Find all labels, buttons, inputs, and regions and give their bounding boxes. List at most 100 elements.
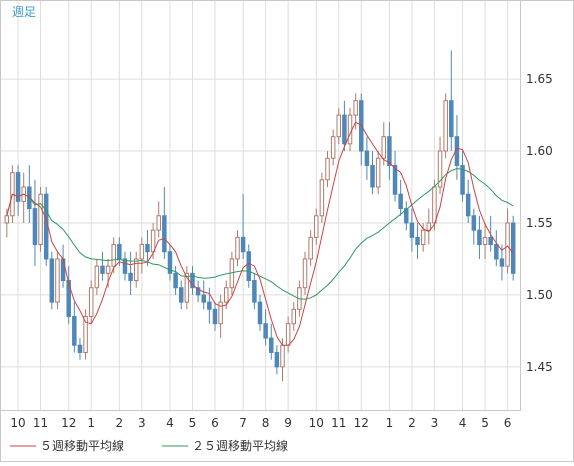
candle-down (471, 208, 477, 245)
candle-body (460, 164, 465, 195)
candle-body (156, 215, 161, 231)
candle-body (387, 136, 392, 166)
candle-down (195, 280, 201, 303)
candle-up (325, 151, 330, 188)
candle-down (392, 151, 398, 202)
candle-body (55, 258, 60, 303)
candle-body (263, 323, 268, 339)
x-tick-label: 10 (10, 416, 25, 430)
candle-body (443, 100, 448, 152)
candle-body (280, 344, 285, 368)
candle-body (38, 193, 43, 246)
x-tick-label: 3 (138, 416, 146, 430)
candle-body (235, 236, 240, 260)
x-tick-label: 10 (309, 416, 324, 430)
candle-body (336, 114, 342, 138)
candle-up (83, 309, 88, 360)
candle-body (212, 308, 218, 325)
x-tick-label: 11 (331, 416, 346, 430)
candle-down (370, 151, 375, 195)
candle-body (432, 186, 437, 224)
candle-body (257, 301, 263, 325)
candle-down (342, 100, 347, 152)
candle-down (128, 251, 133, 295)
x-tick-label: 1 (87, 416, 95, 430)
candle-body (178, 287, 184, 303)
candle-body (353, 100, 358, 116)
candle-body (139, 244, 145, 260)
candle-down (246, 244, 251, 288)
candle-down (32, 179, 38, 267)
candle-up (375, 151, 381, 195)
candle-body (111, 244, 116, 267)
y-tick-label: 1.50 (526, 288, 553, 302)
candle-up (156, 201, 161, 238)
candle-down (190, 266, 195, 295)
candle-down (415, 222, 420, 259)
ma25-line (6, 168, 514, 300)
candle-down (212, 302, 218, 331)
candle-body (420, 229, 426, 246)
candle-down (43, 187, 49, 267)
candle-up (482, 222, 488, 259)
candle-down (252, 273, 257, 310)
candle-down (240, 194, 246, 259)
candle-body (207, 301, 212, 310)
candle-body (72, 315, 77, 346)
candle-body (285, 323, 291, 346)
x-tick-label: 2 (116, 416, 124, 430)
candle-up (218, 294, 223, 339)
candle-down (49, 251, 55, 310)
candle-body (494, 244, 499, 260)
x-tick-label: 8 (262, 416, 270, 430)
candle-up (330, 129, 336, 166)
candle-up (302, 251, 308, 295)
candle-body (308, 236, 313, 260)
candle-down (178, 280, 184, 310)
candle-down (122, 251, 128, 281)
candle-body (4, 215, 10, 224)
candle-up (420, 222, 426, 252)
candle-body (83, 315, 88, 353)
candle-body (302, 258, 308, 289)
candle-down (66, 266, 71, 324)
candle-down (72, 302, 77, 353)
candle-up (437, 136, 443, 195)
candle-down (494, 230, 499, 267)
x-tick-label: 12 (354, 416, 369, 430)
candle-body (426, 222, 432, 231)
candle-body (392, 164, 398, 195)
candle-up (505, 208, 510, 274)
candle-body (246, 251, 251, 282)
candle-body (381, 136, 387, 159)
candle-down (510, 215, 516, 281)
candle-down (145, 230, 150, 267)
candle-body (342, 114, 347, 145)
legend-ma5-label: ５週移動平均線 (40, 438, 124, 453)
candle-body (252, 280, 257, 303)
candle-down (162, 187, 167, 259)
candle-down (257, 294, 263, 331)
candle-body (274, 351, 280, 368)
candle-body (184, 272, 190, 303)
candle-up (336, 107, 342, 144)
candle-body (66, 280, 71, 317)
chart-legend: ５週移動平均線 ２５週移動平均線 (10, 438, 288, 453)
candle-up (184, 266, 190, 310)
moving-averages (6, 121, 514, 346)
candle-body (105, 265, 111, 274)
candle-body (437, 150, 443, 188)
x-tick-label: 7 (239, 416, 247, 430)
candle-down (100, 251, 105, 281)
x-tick-label: 1 (386, 416, 394, 430)
candle-body (477, 229, 482, 246)
candle-down (465, 179, 471, 223)
candle-body (77, 344, 83, 353)
legend-ma25-label: ２５週移動平均線 (192, 438, 288, 453)
candle-down (404, 201, 409, 231)
candle-body (190, 272, 195, 289)
candle-body (15, 172, 21, 202)
y-axis: 1.45 1.50 1.55 1.60 1.65 (526, 72, 553, 374)
